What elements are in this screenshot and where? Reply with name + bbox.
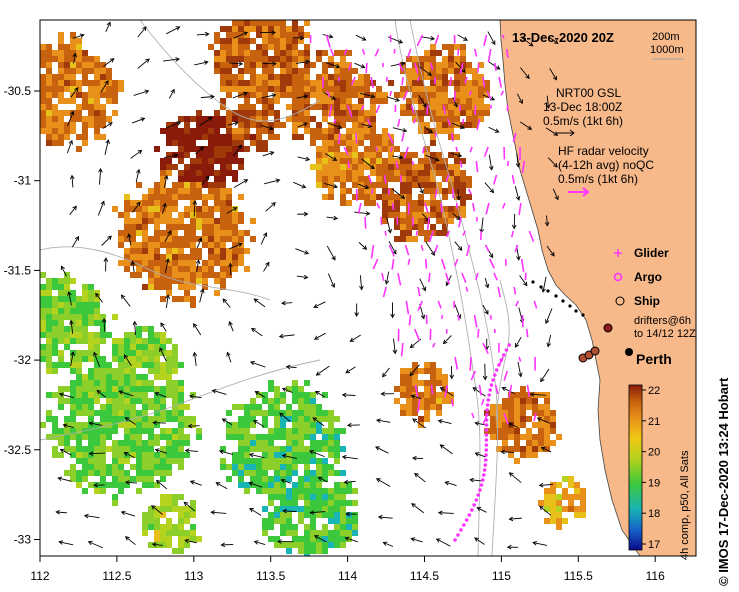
y-axis: -30.5 -31 -31.5 -32 -32.5 -33 xyxy=(4,84,40,547)
x-tick-label: 113 xyxy=(184,569,203,583)
gsl-legend-scale: 0.5m/s (1kt 6h) xyxy=(543,114,623,128)
argo-legend-label: Argo xyxy=(634,270,662,284)
drifters-legend-line2: to 14/12 12Z xyxy=(634,328,696,340)
y-tick-label: -31.5 xyxy=(4,263,32,277)
colorbar-ticks: 22 21 20 19 18 17 xyxy=(642,385,660,551)
gsl-legend-time: 13-Dec 18:00Z xyxy=(543,100,622,114)
gsl-scale-arrow xyxy=(556,129,575,137)
hf-legend-title: HF radar velocity xyxy=(558,144,649,158)
glider-track xyxy=(453,343,512,542)
ship-legend-symbol xyxy=(615,296,625,306)
x-axis: 112 112.5 113 113.5 114 114.5 115 115.5 116 xyxy=(30,556,665,583)
isobath-contours xyxy=(40,20,510,556)
isobath-label-1000: 1000m xyxy=(650,44,684,56)
y-tick-label: -32.5 xyxy=(4,443,32,457)
x-tick-label: 116 xyxy=(646,569,665,583)
ship-legend-label: Ship xyxy=(634,294,660,308)
colorbar-tick-label: 17 xyxy=(648,539,660,551)
x-tick-label: 112 xyxy=(30,569,49,583)
glider-legend-label: Glider xyxy=(634,246,669,260)
drifters-legend-line1: drifters@6h xyxy=(634,315,691,327)
land-mass xyxy=(499,20,696,556)
gsl-current-arrows xyxy=(55,21,559,550)
hf-legend-scale: 0.5m/s (1kt 6h) xyxy=(558,172,638,186)
y-tick-label: -31 xyxy=(14,174,32,188)
colorbar-tick-label: 22 xyxy=(648,385,660,397)
ship-positions xyxy=(578,323,613,363)
sst-field xyxy=(40,20,586,556)
perth-label: Perth xyxy=(636,351,672,367)
colorbar-label: 4h comp, p50, All Sats xyxy=(679,450,691,560)
colorbar xyxy=(628,384,643,551)
drifter-track xyxy=(531,280,585,317)
x-tick-label: 115.5 xyxy=(564,569,593,583)
map-title: 13-Dec-2020 20Z xyxy=(512,30,614,45)
isobath-label-200: 200m xyxy=(652,31,680,43)
colorbar-tick-label: 20 xyxy=(648,447,660,459)
hf-scale-arrow xyxy=(568,187,590,197)
credit-text: © IMOS 17-Dec-2020 13:24 Hobart xyxy=(716,377,731,586)
hf-radar-arrows xyxy=(309,34,538,425)
gsl-legend-title: NRT00 GSL xyxy=(556,86,621,100)
perth-marker xyxy=(625,348,633,356)
x-tick-label: 115 xyxy=(492,569,511,583)
glider-legend-symbol xyxy=(614,249,622,257)
plot-frame xyxy=(39,19,697,557)
x-tick-label: 114.5 xyxy=(410,569,439,583)
y-tick-label: -30.5 xyxy=(4,84,32,98)
y-tick-label: -32 xyxy=(14,353,32,367)
x-tick-label: 113.5 xyxy=(256,569,285,583)
x-tick-label: 114 xyxy=(338,569,357,583)
argo-legend-symbol xyxy=(613,272,623,282)
y-tick-label: -33 xyxy=(14,533,32,547)
colorbar-tick-label: 21 xyxy=(648,416,660,428)
hf-legend-avg: (4-12h avg) noQC xyxy=(558,158,654,172)
x-tick-label: 112.5 xyxy=(102,569,131,583)
colorbar-tick-label: 19 xyxy=(648,477,660,489)
colorbar-tick-label: 18 xyxy=(648,508,660,520)
